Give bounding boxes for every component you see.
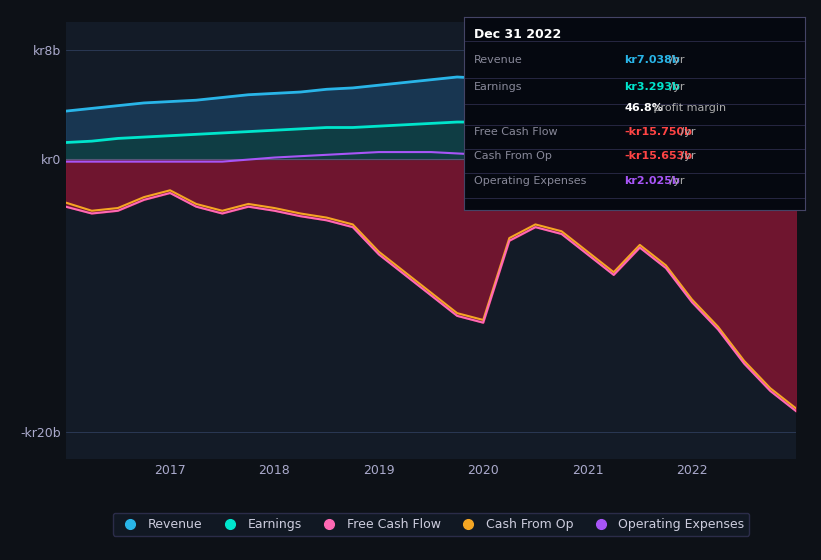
Text: /yr: /yr [667,176,685,186]
Text: /yr: /yr [667,82,685,91]
Text: kr2.025b: kr2.025b [624,176,680,186]
Text: Dec 31 2022: Dec 31 2022 [474,29,562,41]
Text: kr3.293b: kr3.293b [624,82,680,91]
Text: Cash From Op: Cash From Op [474,151,552,161]
Text: 46.8%: 46.8% [624,103,663,113]
Text: Operating Expenses: Operating Expenses [474,176,586,186]
Text: Earnings: Earnings [474,82,523,91]
Text: /yr: /yr [677,151,695,161]
Text: /yr: /yr [667,55,685,66]
Text: -kr15.750b: -kr15.750b [624,127,692,137]
Text: -kr15.653b: -kr15.653b [624,151,692,161]
Text: /yr: /yr [677,127,695,137]
Text: Revenue: Revenue [474,55,523,66]
Text: Free Cash Flow: Free Cash Flow [474,127,557,137]
Text: profit margin: profit margin [650,103,727,113]
Legend: Revenue, Earnings, Free Cash Flow, Cash From Op, Operating Expenses: Revenue, Earnings, Free Cash Flow, Cash … [112,513,750,536]
Text: kr7.038b: kr7.038b [624,55,680,66]
